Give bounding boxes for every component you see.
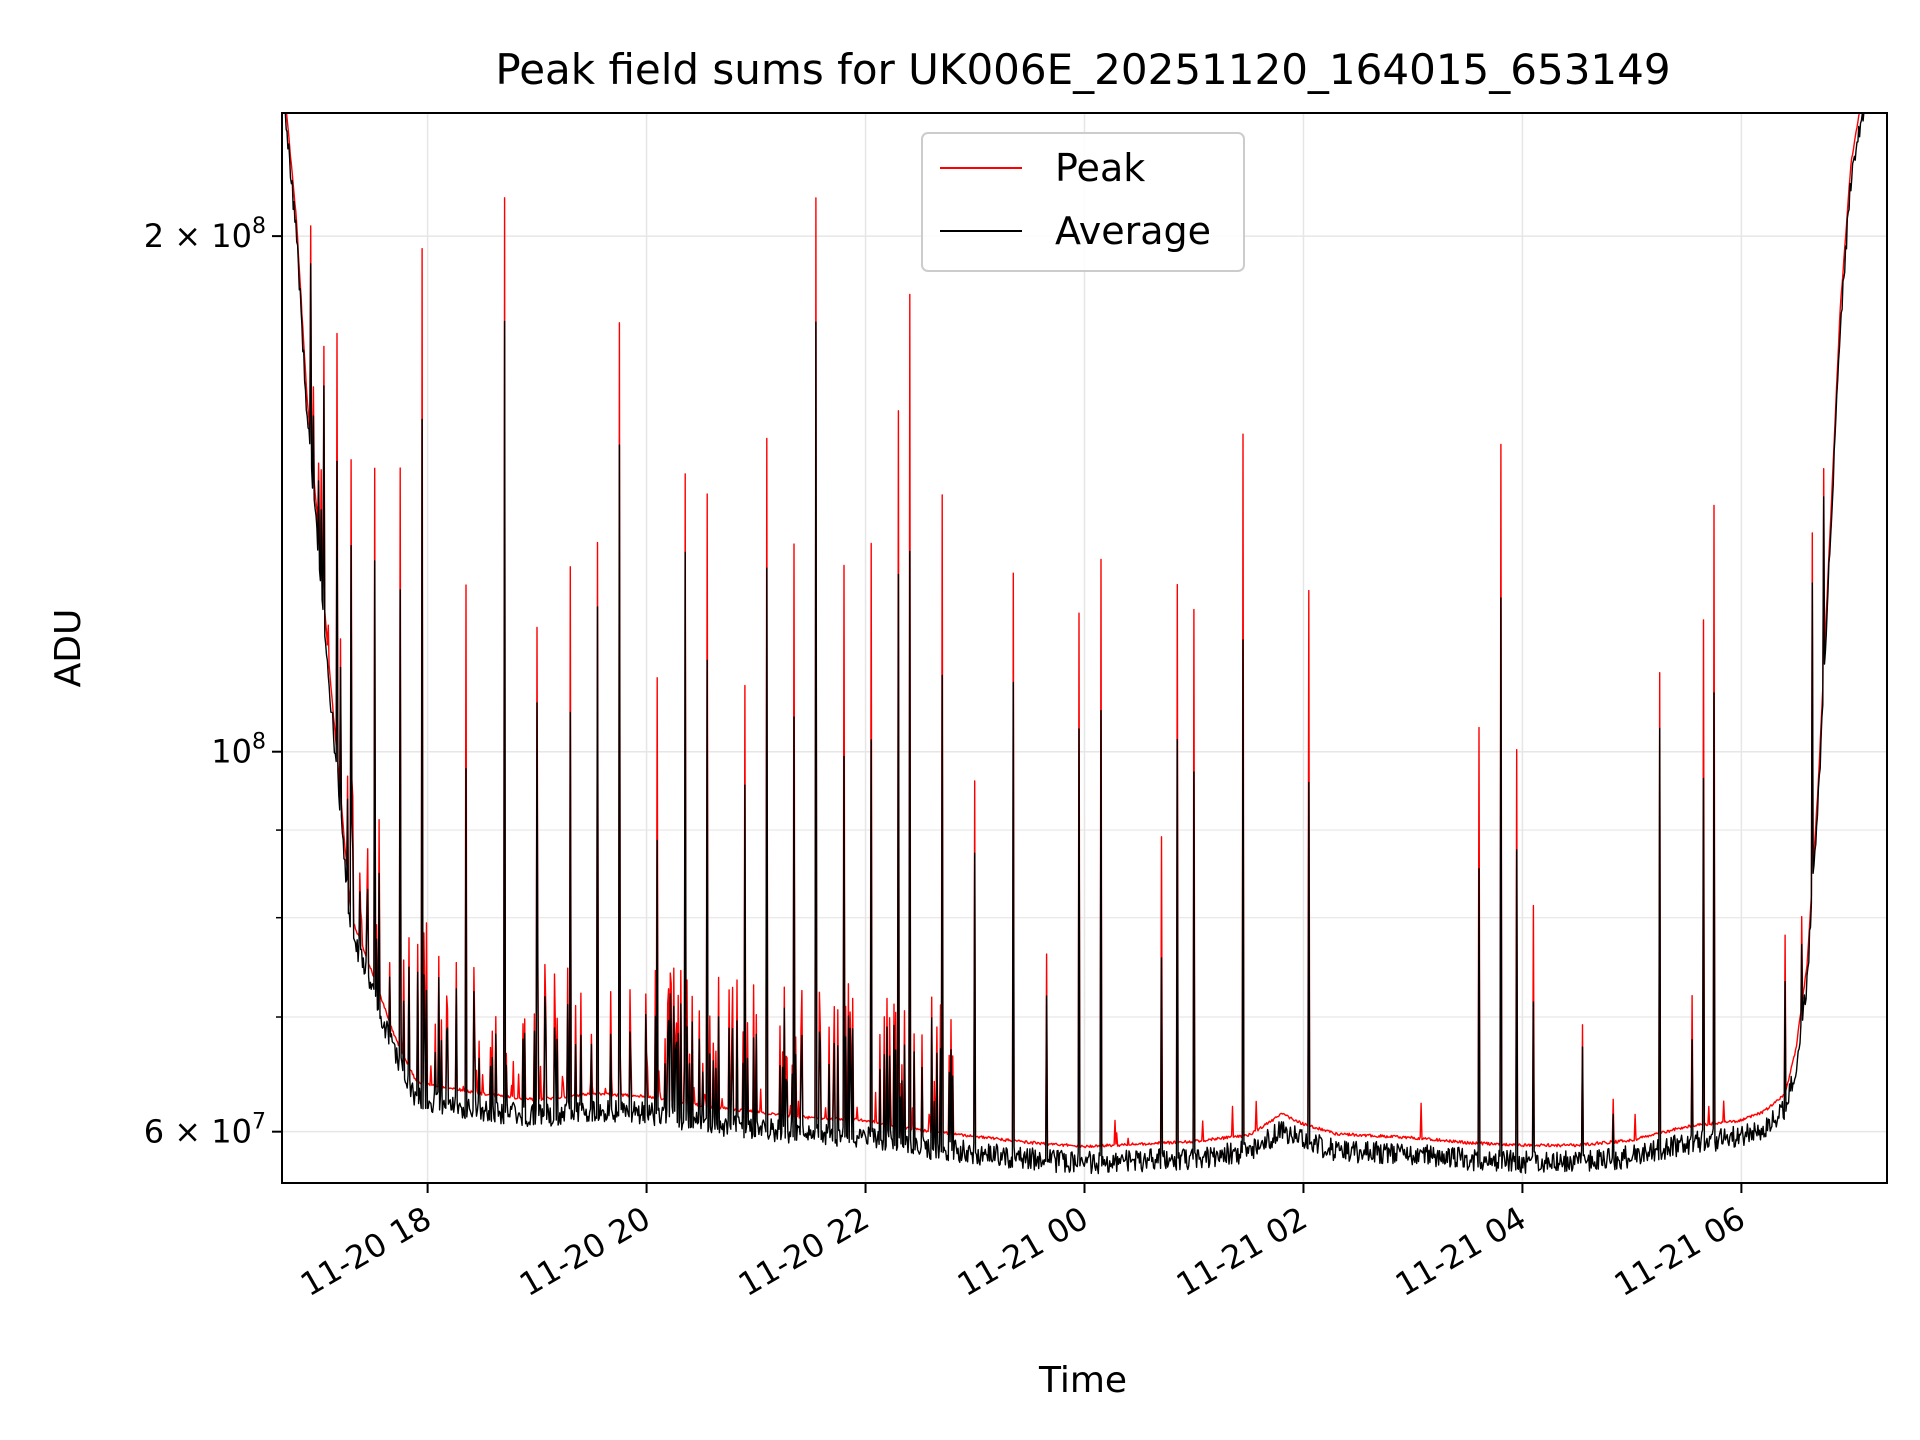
legend: Peak Average	[921, 132, 1245, 272]
y-axis-label: ADU	[48, 609, 89, 688]
y-tick-label: 6 × 107	[144, 1110, 266, 1151]
y-ticks: 6 × 107 108 2 × 108	[144, 214, 282, 1151]
series-line-average	[284, 113, 1865, 1175]
plot-area	[284, 113, 1865, 1175]
y-tick-label: 108	[211, 730, 266, 771]
y-tick-label: 2 × 108	[144, 214, 266, 255]
chart-title: Peak field sums for UK006E_20251120_1640…	[495, 45, 1670, 94]
series-line-peak	[285, 113, 1861, 1149]
legend-label-average: Average	[1055, 209, 1211, 253]
x-axis-label: Time	[1038, 1360, 1127, 1401]
legend-label-peak: Peak	[1055, 146, 1145, 190]
